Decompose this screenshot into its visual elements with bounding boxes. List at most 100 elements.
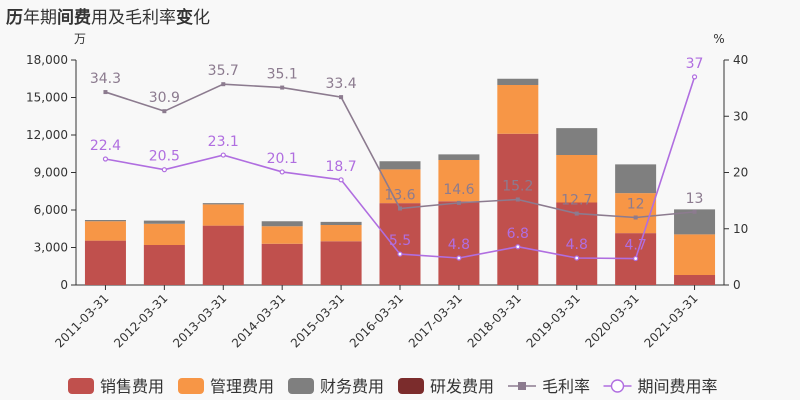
right-tick-label: 0 bbox=[733, 278, 741, 292]
legend: 销售费用 管理费用 财务费用 研发费用 毛利率 期间费用率 bbox=[68, 377, 718, 396]
title-segment: 间费 bbox=[57, 8, 91, 28]
x-tick-label: 2020-03-31 bbox=[583, 291, 642, 350]
title-segment: 年期 bbox=[23, 8, 57, 28]
bar-segment bbox=[438, 160, 480, 202]
left-tick-label: 18,000 bbox=[26, 53, 68, 67]
bar-segment bbox=[84, 240, 126, 285]
x-tick-label: 2018-03-31 bbox=[465, 291, 524, 350]
line-point bbox=[221, 82, 226, 87]
chart-title: 历年期间费用及毛利率变化 bbox=[6, 3, 210, 28]
left-tick-label: 9,000 bbox=[34, 166, 68, 180]
bar-segment bbox=[556, 128, 598, 155]
data-label: 4.7 bbox=[625, 238, 647, 254]
data-label: 14.6 bbox=[443, 182, 474, 198]
bar-segment bbox=[320, 241, 362, 285]
legend-label: 期间费用率 bbox=[638, 377, 718, 396]
legend-swatch bbox=[288, 378, 314, 394]
data-label: 35.1 bbox=[267, 67, 298, 83]
x-tick-label: 2012-03-31 bbox=[111, 291, 170, 350]
bar-segment bbox=[674, 275, 716, 285]
bar-segment bbox=[84, 221, 126, 241]
data-label: 12 bbox=[627, 197, 645, 213]
left-tick-label: 15,000 bbox=[26, 91, 68, 105]
data-label: 20.1 bbox=[267, 151, 298, 167]
line-point bbox=[338, 177, 344, 183]
line-point bbox=[280, 85, 285, 90]
left-tick-label: 12,000 bbox=[26, 128, 68, 142]
legend-marker bbox=[518, 382, 526, 390]
right-axis-unit: % bbox=[713, 32, 724, 46]
right-tick-label: 40 bbox=[733, 53, 748, 67]
bar-segment bbox=[202, 203, 244, 205]
x-tick-label: 2015-03-31 bbox=[288, 291, 347, 350]
bar-segment bbox=[379, 161, 421, 170]
lines bbox=[102, 74, 698, 262]
line-point bbox=[456, 200, 461, 205]
bar-segment bbox=[143, 220, 185, 224]
bar-segment bbox=[320, 221, 362, 225]
data-label: 4.8 bbox=[566, 237, 588, 253]
left-tick-label: 0 bbox=[60, 278, 68, 292]
data-label: 5.5 bbox=[389, 233, 411, 249]
x-tick-label: 2011-03-31 bbox=[52, 291, 111, 350]
left-tick-label: 3,000 bbox=[34, 241, 68, 255]
bar-segment bbox=[143, 245, 185, 285]
bar-segment bbox=[615, 164, 657, 194]
bar-segment bbox=[261, 221, 303, 227]
line-point bbox=[633, 255, 639, 262]
bar-segment bbox=[379, 203, 421, 285]
bar-segment bbox=[497, 133, 539, 285]
data-label: 33.4 bbox=[326, 76, 357, 92]
bar-segment bbox=[84, 220, 126, 222]
x-tick-label: 2016-03-31 bbox=[347, 291, 406, 350]
legend-swatch bbox=[398, 378, 424, 394]
bar-segment bbox=[261, 226, 303, 244]
line-point bbox=[398, 206, 402, 211]
line-point bbox=[574, 255, 580, 261]
bar-segment bbox=[202, 225, 244, 285]
x-tick-label: 2014-03-31 bbox=[229, 291, 288, 350]
data-label: 4.8 bbox=[448, 237, 470, 253]
x-tick-label: 2013-03-31 bbox=[170, 291, 229, 350]
bar-segment bbox=[261, 243, 303, 285]
bar-segment bbox=[497, 78, 539, 85]
data-label: 18.7 bbox=[326, 159, 357, 175]
bar-segment bbox=[438, 154, 480, 160]
legend-label: 财务费用 bbox=[320, 377, 384, 396]
data-label: 6.8 bbox=[507, 226, 529, 242]
x-tick-label: 2021-03-31 bbox=[641, 291, 700, 350]
data-label: 15.2 bbox=[502, 179, 533, 195]
data-label: 20.5 bbox=[149, 149, 180, 165]
line-point bbox=[633, 215, 638, 220]
bar-segment bbox=[379, 169, 421, 204]
bar-segment bbox=[615, 193, 657, 234]
data-label: 23.1 bbox=[208, 134, 239, 150]
line-point bbox=[397, 251, 403, 257]
data-labels: 34.3 30.9 35.7 35.1 33.4 13.6 14.6 15.2 12.7 12 13… bbox=[90, 56, 704, 254]
bar-segment bbox=[556, 155, 598, 203]
bar-segment bbox=[143, 223, 185, 245]
bar-segment bbox=[320, 225, 362, 242]
data-label: 12.7 bbox=[561, 193, 592, 209]
legend-marker bbox=[610, 379, 625, 393]
line-point bbox=[103, 90, 108, 95]
legend-label: 毛利率 bbox=[542, 377, 590, 396]
line-point bbox=[691, 74, 698, 80]
legend-swatch bbox=[68, 378, 94, 394]
right-tick-label: 10 bbox=[733, 222, 748, 236]
bar-segment bbox=[438, 201, 480, 285]
left-tick-label: 6,000 bbox=[34, 203, 68, 217]
line-point bbox=[220, 152, 226, 158]
bar-segment bbox=[202, 204, 244, 226]
data-label: 37 bbox=[686, 56, 704, 72]
legend-label: 管理费用 bbox=[210, 377, 274, 396]
legend-swatch bbox=[178, 378, 204, 394]
data-label: 13.6 bbox=[384, 188, 415, 204]
title-segment: 变 bbox=[176, 8, 193, 28]
right-tick-label: 20 bbox=[733, 166, 748, 180]
data-label: 30.9 bbox=[149, 90, 180, 106]
title-segment: 用及毛利率 bbox=[91, 8, 176, 28]
bar-segment bbox=[674, 234, 716, 275]
bar-segment bbox=[497, 85, 539, 134]
right-tick-label: 30 bbox=[733, 109, 748, 123]
